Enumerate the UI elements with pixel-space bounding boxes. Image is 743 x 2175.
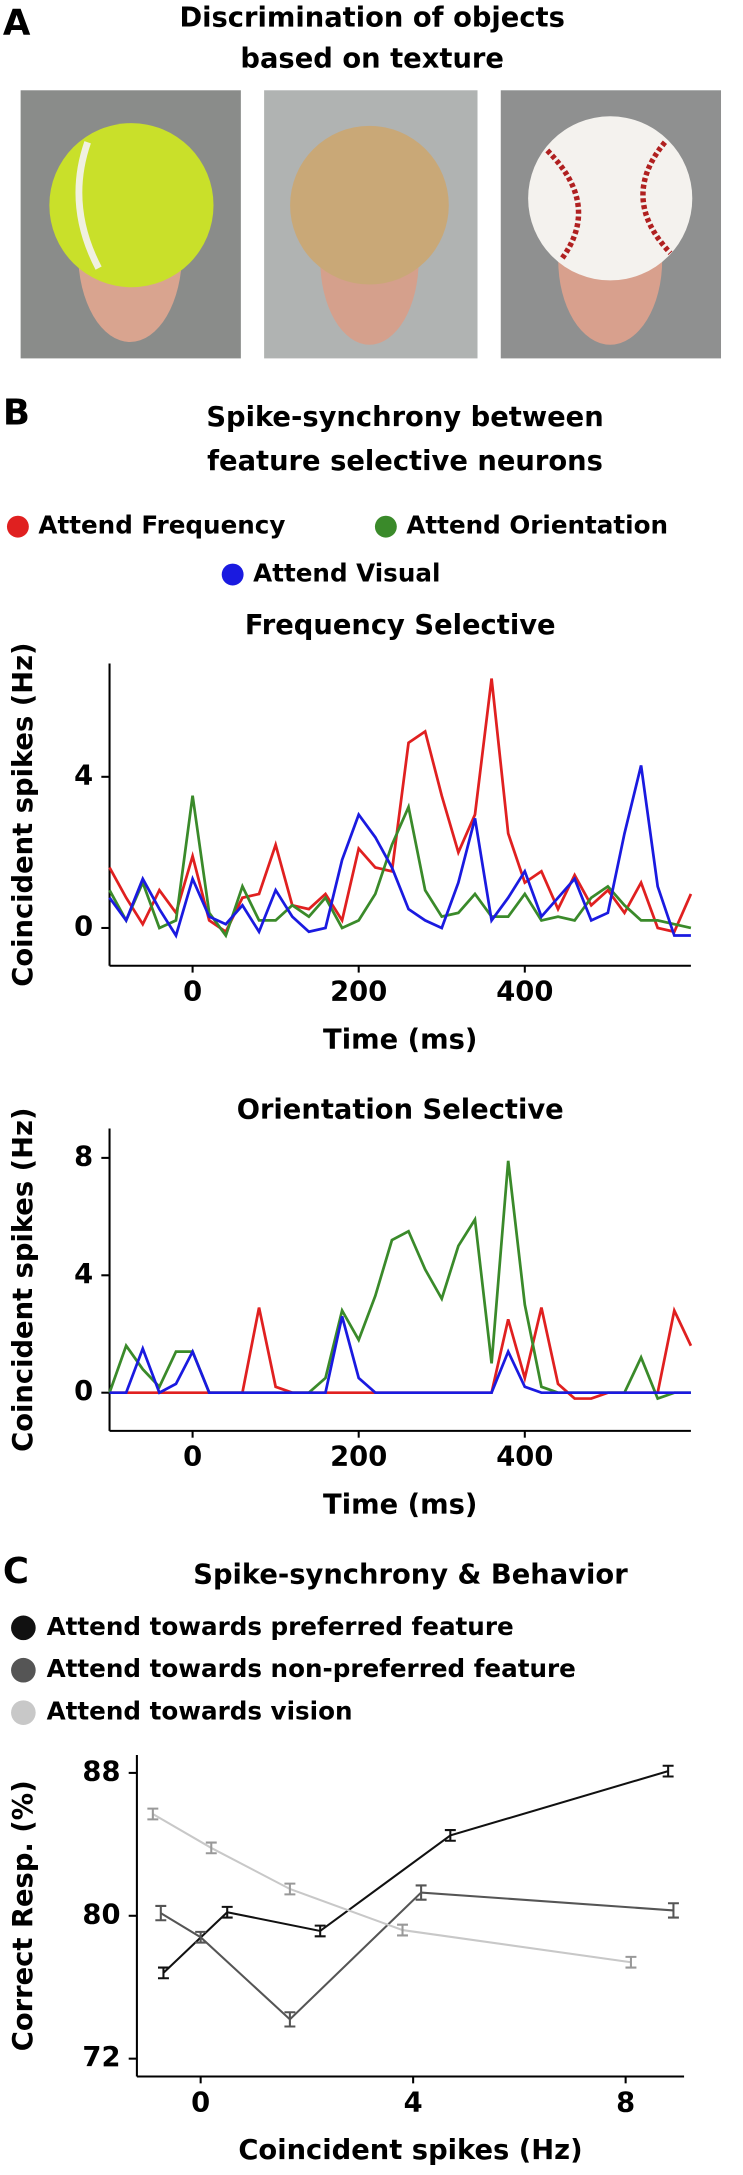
y-tick-label: 0 — [74, 1376, 93, 1407]
legend-marker — [6, 515, 29, 538]
error-bar — [284, 2011, 296, 2028]
error-bar — [444, 1829, 456, 1842]
panel-label: B — [3, 392, 30, 433]
series-line — [108, 765, 691, 939]
error-bar — [284, 1882, 296, 1896]
x-axis-label: Time (ms) — [323, 1490, 477, 1521]
legend-label: Attend Orientation — [406, 511, 668, 540]
x-tick-label: 0 — [191, 2087, 210, 2118]
error-bar — [221, 1905, 233, 1919]
panel-title: feature selective neurons — [207, 446, 603, 477]
panel-title: based on texture — [240, 44, 504, 75]
error-bar — [205, 1841, 217, 1855]
series-line — [109, 1316, 691, 1395]
y-tick-label: 0 — [74, 911, 93, 942]
series-line — [162, 1770, 669, 1974]
panel-title: Discrimination of objects — [179, 3, 564, 34]
y-tick-label: 4 — [74, 1259, 93, 1290]
error-bar — [397, 1923, 408, 1937]
error-bar — [155, 1904, 167, 1922]
legend-marker — [221, 563, 244, 586]
legend-marker — [11, 1657, 36, 1683]
legend-label: Attend Frequency — [38, 511, 285, 540]
y-tick-label: 80 — [82, 1899, 120, 1930]
y-tick-label: 8 — [74, 1141, 93, 1172]
x-axis-label: Time (ms) — [323, 1024, 477, 1055]
legend-marker — [374, 515, 397, 538]
error-bar — [667, 1902, 679, 1919]
error-bar — [147, 1807, 159, 1821]
y-tick-label: 72 — [82, 2042, 120, 2073]
chart-title: Frequency Selective — [245, 610, 556, 641]
x-tick-label: 8 — [616, 2087, 635, 2118]
legend-label: Attend towards vision — [47, 1697, 353, 1726]
error-bar — [195, 1930, 207, 1944]
x-tick-label: 4 — [404, 2087, 423, 2118]
series-line — [109, 1306, 693, 1400]
x-tick-label: 0 — [183, 1442, 202, 1473]
series-line — [152, 1813, 632, 1964]
legend-label: Attend towards non-preferred feature — [47, 1654, 576, 1683]
error-bar — [314, 1924, 326, 1938]
chart-title: Spike-synchrony & Behavior — [193, 1559, 628, 1590]
chart-title: Orientation Selective — [237, 1094, 564, 1125]
y-axis-label: Correct Resp. (%) — [8, 1780, 39, 2051]
y-axis-label: Coincident spikes (Hz) — [8, 642, 39, 986]
series-line — [108, 795, 692, 939]
y-tick-label: 88 — [82, 1756, 120, 1787]
y-axis-label: Coincident spikes (Hz) — [8, 1108, 39, 1452]
x-tick-label: 0 — [183, 977, 202, 1008]
panel-label: A — [3, 3, 31, 44]
photos — [20, 90, 722, 359]
x-axis-label: Coincident spikes (Hz) — [238, 2135, 582, 2166]
x-tick-label: 200 — [330, 977, 387, 1008]
x-tick-label: 400 — [496, 1442, 553, 1473]
x-tick-label: 200 — [330, 1442, 387, 1473]
legend-marker — [11, 1700, 36, 1725]
panel-label: C — [3, 1551, 29, 1592]
error-bar — [662, 1764, 674, 1778]
series-line — [160, 1891, 674, 2021]
legend-label: Attend Visual — [253, 559, 440, 588]
y-tick-label: 4 — [74, 760, 93, 791]
legend-label: Attend towards preferred feature — [47, 1612, 514, 1641]
error-bar — [157, 1966, 169, 1980]
error-bar — [415, 1884, 427, 1901]
error-bar — [625, 1955, 637, 1969]
panel-title: Spike-synchrony between — [206, 402, 603, 433]
series-line — [108, 678, 693, 934]
legend-marker — [11, 1615, 36, 1641]
x-tick-label: 400 — [496, 977, 553, 1008]
